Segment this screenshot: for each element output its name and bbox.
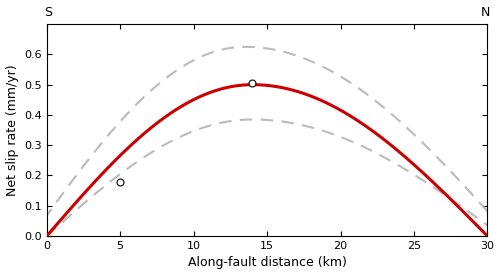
X-axis label: Along-fault distance (km): Along-fault distance (km) [188,257,346,269]
Y-axis label: Net slip rate (mm/yr): Net slip rate (mm/yr) [6,64,18,196]
Text: N: N [481,6,490,18]
Text: S: S [44,6,52,18]
